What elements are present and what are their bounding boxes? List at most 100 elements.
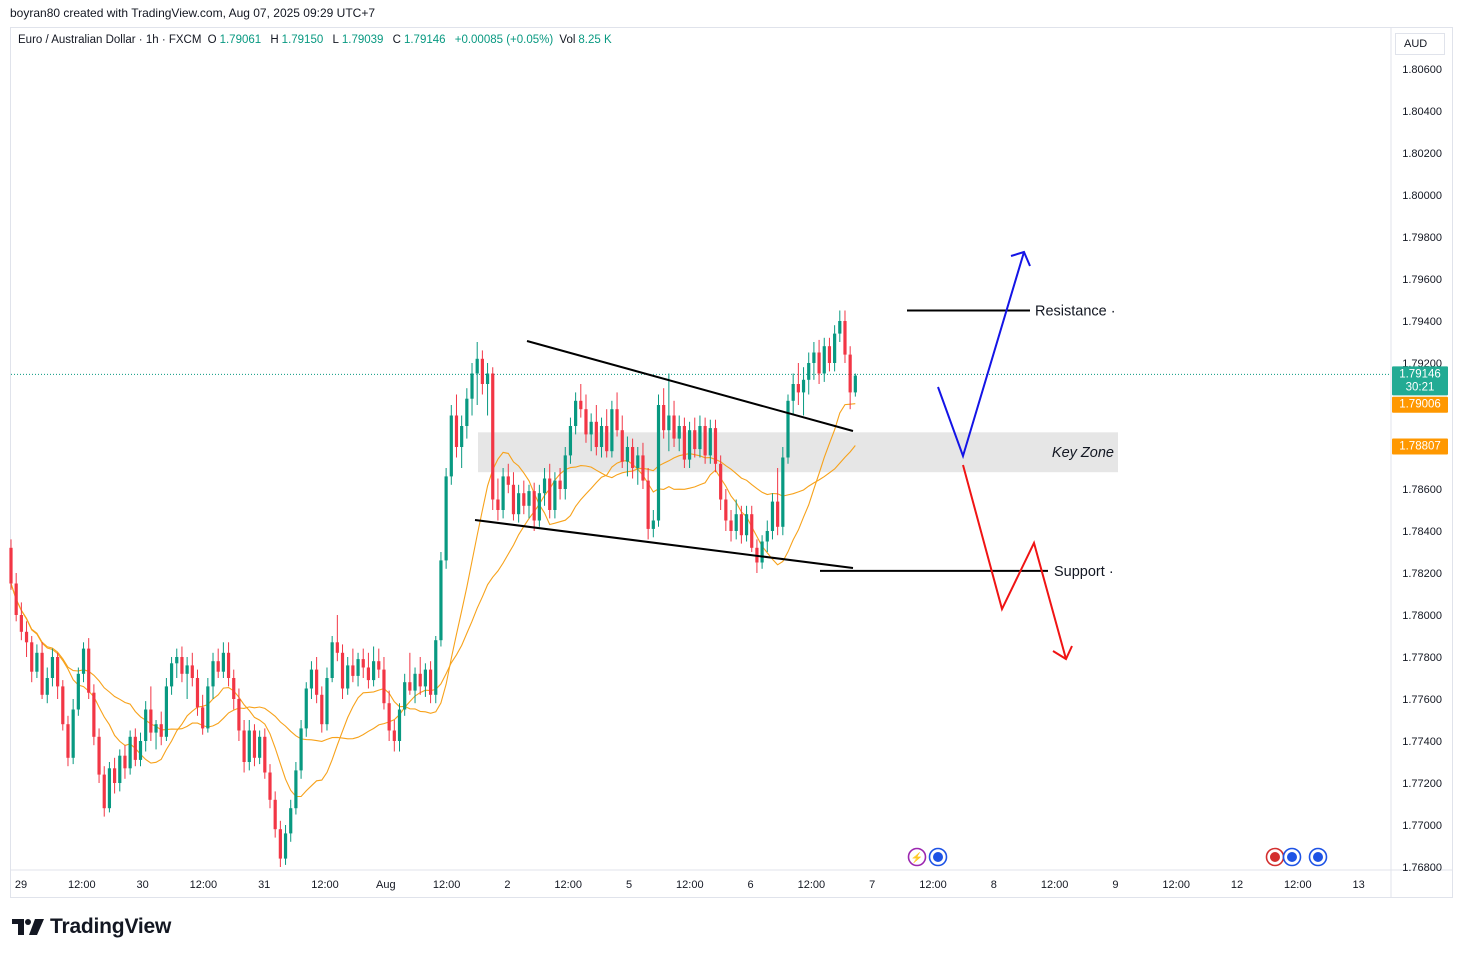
candle-body[interactable] xyxy=(397,709,402,742)
candle-body[interactable] xyxy=(372,661,376,681)
candle-body[interactable] xyxy=(838,321,842,334)
candle-body[interactable] xyxy=(501,476,505,510)
candle-body[interactable] xyxy=(454,415,459,448)
candle-body[interactable] xyxy=(480,358,484,384)
candle-body[interactable] xyxy=(180,657,184,674)
candle-body[interactable] xyxy=(97,736,101,775)
candle-body[interactable] xyxy=(382,669,386,704)
candle-body[interactable] xyxy=(232,678,236,699)
candle-body[interactable] xyxy=(563,455,567,489)
candle-body[interactable] xyxy=(646,480,650,529)
candle-body[interactable] xyxy=(511,484,516,515)
candle-body[interactable] xyxy=(159,724,163,737)
candle-body[interactable] xyxy=(599,426,604,447)
candle-body[interactable] xyxy=(651,520,655,529)
candle-body[interactable] xyxy=(118,755,122,783)
candle-body[interactable] xyxy=(693,430,697,450)
candle-body[interactable] xyxy=(289,808,293,834)
candle-body[interactable] xyxy=(154,724,158,733)
candle-body[interactable] xyxy=(677,426,681,439)
candle-body[interactable] xyxy=(848,354,852,393)
candle-body[interactable] xyxy=(444,476,448,561)
candle-body[interactable] xyxy=(330,642,334,678)
candle-body[interactable] xyxy=(221,652,225,672)
candle-body[interactable] xyxy=(672,415,676,439)
candle-body[interactable] xyxy=(320,694,324,725)
candle-body[interactable] xyxy=(827,346,832,363)
candle-body[interactable] xyxy=(428,669,433,695)
candle-body[interactable] xyxy=(123,755,127,769)
candle-body[interactable] xyxy=(807,363,811,380)
candle-body[interactable] xyxy=(589,421,593,435)
candle-body[interactable] xyxy=(532,491,536,521)
candle-body[interactable] xyxy=(237,699,241,731)
candle-body[interactable] xyxy=(750,514,754,548)
candle-body[interactable] xyxy=(553,480,557,510)
candle-body[interactable] xyxy=(610,409,614,452)
symbol-name[interactable]: Euro / Australian Dollar · 1h · FXCM xyxy=(18,34,202,46)
candle-body[interactable] xyxy=(408,682,412,691)
candle-body[interactable] xyxy=(496,499,500,511)
candle-body[interactable] xyxy=(765,531,769,542)
candle-body[interactable] xyxy=(786,400,790,458)
candle-body[interactable] xyxy=(470,373,474,399)
candle-body[interactable] xyxy=(537,493,541,521)
candle-body[interactable] xyxy=(584,409,588,435)
bearish-projection[interactable] xyxy=(962,464,1067,660)
candle-body[interactable] xyxy=(734,514,738,531)
candle-body[interactable] xyxy=(113,768,117,783)
candle-body[interactable] xyxy=(801,379,806,393)
candle-body[interactable] xyxy=(351,665,355,676)
candle-body[interactable] xyxy=(263,736,267,773)
candle-body[interactable] xyxy=(56,657,60,687)
candle-body[interactable] xyxy=(418,673,422,687)
candle-body[interactable] xyxy=(776,501,780,527)
candle-body[interactable] xyxy=(656,405,661,521)
candle-body[interactable] xyxy=(423,669,427,687)
candle-body[interactable] xyxy=(185,665,189,674)
candle-body[interactable] xyxy=(40,652,44,695)
candle-body[interactable] xyxy=(682,426,686,460)
candle-body[interactable] xyxy=(190,665,194,678)
candle-body[interactable] xyxy=(169,663,174,687)
candle-body[interactable] xyxy=(294,770,298,809)
candle-body[interactable] xyxy=(361,659,365,668)
candle-body[interactable] xyxy=(465,398,469,426)
candle-body[interactable] xyxy=(615,409,619,431)
candle-body[interactable] xyxy=(102,774,106,809)
bullish-projection[interactable] xyxy=(937,251,1025,460)
candle-body[interactable] xyxy=(128,736,132,769)
candle-body[interactable] xyxy=(796,384,800,393)
candle-body[interactable] xyxy=(76,673,80,710)
candle-body[interactable] xyxy=(574,400,578,426)
candle-body[interactable] xyxy=(527,491,531,506)
candle-body[interactable] xyxy=(201,707,205,729)
candle-body[interactable] xyxy=(708,428,712,456)
candle-body[interactable] xyxy=(641,455,645,481)
candle-body[interactable] xyxy=(853,375,857,393)
candle-body[interactable] xyxy=(35,652,39,672)
lightning-icon[interactable] xyxy=(907,847,927,867)
candle-body[interactable] xyxy=(449,415,453,477)
candle-body[interactable] xyxy=(517,493,521,515)
candle-body[interactable] xyxy=(71,709,75,758)
candle-body[interactable] xyxy=(335,642,339,653)
candle-body[interactable] xyxy=(45,678,49,695)
candle-body[interactable] xyxy=(107,768,112,809)
candle-body[interactable] xyxy=(485,373,490,385)
candle-body[interactable] xyxy=(24,631,29,643)
candle-body[interactable] xyxy=(817,352,821,374)
candle-body[interactable] xyxy=(522,493,526,506)
candle-body[interactable] xyxy=(19,615,23,632)
candle-body[interactable] xyxy=(346,665,350,689)
candle-body[interactable] xyxy=(138,741,143,760)
candle-body[interactable] xyxy=(833,333,837,363)
candle-body[interactable] xyxy=(66,724,70,758)
candle-body[interactable] xyxy=(133,736,137,760)
candle-body[interactable] xyxy=(206,686,210,729)
candle-body[interactable] xyxy=(542,478,547,494)
candle-body[interactable] xyxy=(667,415,671,431)
candle-body[interactable] xyxy=(304,688,308,729)
candle-body[interactable] xyxy=(283,833,288,859)
